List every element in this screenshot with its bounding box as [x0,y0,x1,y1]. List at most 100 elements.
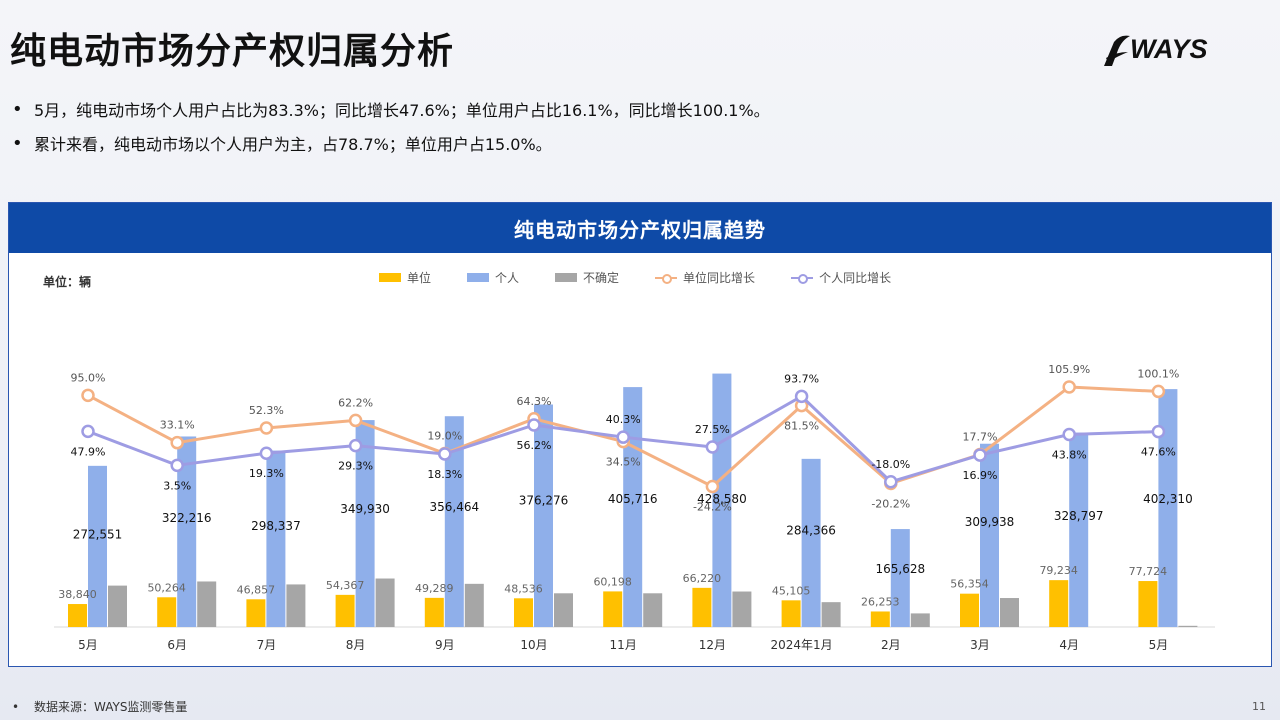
bar-unit [514,598,533,627]
legend-swatch [379,273,401,282]
footer-source: • 数据来源：WAYS监测零售量 [12,698,187,715]
marker-personal-growth [527,418,541,432]
data-label-personal-growth: 93.7% [784,372,819,385]
bullet-text: 累计来看，纯电动市场以个人用户为主，占78.7%；单位用户占15.0%。 [34,135,552,154]
bar-unsure [108,585,127,627]
x-tick-label: 6月 [167,638,187,652]
marker-personal-growth [81,424,95,439]
bar-personal [712,373,732,627]
data-label-personal: 322,216 [162,511,212,525]
marker-personal-growth [616,430,630,444]
data-label-personal: 356,464 [429,500,479,514]
data-label-personal-growth: 47.6% [1141,446,1176,459]
data-label-personal-growth: -18.0% [871,458,910,471]
data-label-unit: 77,724 [1129,565,1168,578]
bar-unsure [554,593,573,627]
chart-legend: 单位 个人 不确定 单位同比增长 个人同比增长 [379,269,927,286]
legend-label: 个人同比增长 [819,271,892,285]
x-tick-label: 12月 [699,638,726,652]
bullet-dot: • [12,132,23,154]
data-label-unit-growth: 81.5% [784,420,819,433]
source-text: 数据来源：WAYS监测零售量 [34,700,188,714]
data-label-unit-growth: -24.2% [693,501,732,514]
legend-item-unit-growth: 单位同比增长 [655,269,755,286]
legend-label: 单位 [407,271,432,285]
data-label-personal-growth: 16.9% [963,469,998,482]
data-label-personal: 349,930 [340,502,390,516]
legend-label: 单位同比增长 [683,271,756,285]
chart-panel: 纯电动市场分产权归属趋势 单位：辆 单位 个人 不确定 单位同比增长 个人同比增… [8,202,1272,667]
data-label-unit: 45,105 [772,584,811,597]
data-label-personal-growth: 19.3% [249,467,284,480]
data-label-unit-growth: 62.2% [338,396,373,409]
x-tick-label: 7月 [257,638,277,652]
marker-personal-growth [438,447,452,461]
data-label-personal: 284,366 [786,524,836,538]
data-label-personal: 272,551 [73,527,123,541]
x-tick-label: 4月 [1059,638,1079,652]
bar-personal [801,458,821,627]
bar-personal [980,443,999,627]
marker-personal-growth [1062,427,1076,442]
bar-unit [335,594,355,627]
bar-personal [1158,389,1178,627]
bar-personal [623,387,643,627]
data-label-personal-growth: 29.3% [338,460,373,473]
data-label-unit-growth: 95.0% [71,371,106,384]
chart-title: 纯电动市场分产权归属趋势 [9,203,1271,253]
data-label-unit-growth: -20.2% [871,497,910,510]
data-label-personal: 428,580 [697,492,747,506]
bullet-item: • 累计来看，纯电动市场以个人用户为主，占78.7%；单位用户占15.0%。 [12,126,1252,160]
page-number: 11 [1252,700,1266,713]
bar-unsure [286,584,306,627]
bar-unsure [1000,598,1019,627]
data-label-unit-growth: 17.7% [963,430,998,443]
bar-unit [1138,581,1158,627]
bar-unsure [375,578,395,627]
data-label-personal-growth: 40.3% [606,413,641,426]
legend-swatch [791,272,814,284]
logo-text: WAYS [1130,34,1208,64]
marker-personal-growth [170,458,184,473]
marker-unit-growth [170,435,184,450]
data-label-unit-growth: 33.1% [160,419,195,432]
data-label-unit: 50,264 [147,581,186,594]
marker-unit-growth [81,388,95,403]
data-label-unit: 54,367 [326,579,365,592]
unit-label: 单位：辆 [43,275,92,289]
data-label-personal-growth: 18.3% [427,468,462,481]
bar-unit [781,600,801,627]
bar-personal [444,416,464,627]
x-tick-label: 8月 [346,638,366,652]
bar-unsure [464,583,484,627]
bar-unsure [821,602,841,627]
data-label-unit-growth: 105.9% [1048,363,1090,376]
ways-logo: WAYS [1100,30,1220,70]
chart-plot: 5月 38,840 272,551 6月 50,264 322,216 7月 46,857 29… [54,363,1215,652]
bar-personal [890,529,910,627]
bar-personal [266,450,286,627]
data-label-unit-growth: 19.0% [427,429,462,442]
legend-item-unsure: 不确定 [555,269,619,286]
bar-unit [692,587,712,627]
data-label-personal-growth: 56.2% [517,439,552,452]
data-label-unit: 79,234 [1039,564,1078,577]
data-label-personal-growth: 47.9% [71,445,106,458]
data-label-personal: 402,310 [1143,492,1193,506]
bar-unit [1049,580,1069,627]
marker-unit-growth [1062,380,1076,394]
marker-unit-growth [705,479,720,494]
legend-item-personal-growth: 个人同比增长 [791,269,891,286]
marker-unit-growth [348,413,363,428]
bar-unsure [197,581,217,627]
data-label-personal-growth: 27.5% [695,423,730,436]
data-label-unit: 38,840 [58,588,97,601]
data-label-unit: 66,220 [683,572,722,585]
bullet-text: 5月，纯电动市场个人用户占比为83.3%；同比增长47.6%；单位用户占比16.… [34,101,770,120]
data-label-unit: 26,253 [861,595,900,608]
legend-label: 个人 [495,271,520,285]
data-label-personal: 298,337 [251,519,301,533]
data-label-personal: 165,628 [875,562,925,576]
bar-personal [177,436,197,627]
bar-unsure [1178,625,1198,627]
